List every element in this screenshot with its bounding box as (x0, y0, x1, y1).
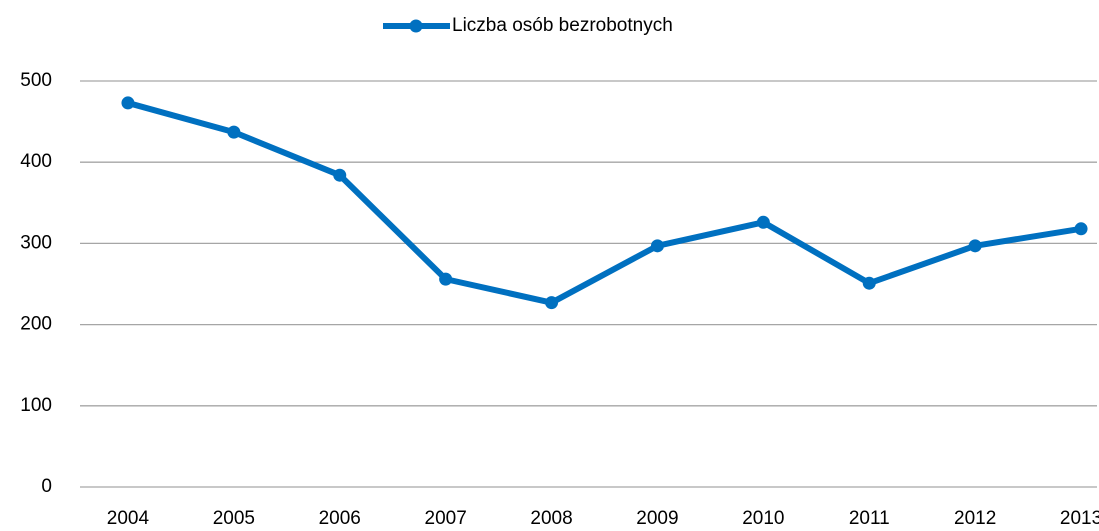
point (333, 168, 347, 182)
x-tick-label: 2011 (849, 508, 890, 529)
y-tick-label: 200 (20, 314, 52, 335)
point (1074, 222, 1088, 236)
legend-label: Liczba osób bezrobotnych (452, 15, 673, 36)
point (756, 215, 770, 229)
y-tick-label: 500 (20, 70, 52, 91)
x-tick-label: 2009 (636, 508, 678, 529)
y-tick-label: 300 (20, 232, 52, 253)
x-tick-label: 2008 (530, 508, 572, 529)
point (862, 276, 876, 290)
x-tick-label: 2006 (319, 508, 361, 529)
point (545, 296, 559, 310)
x-tick-label: 2004 (107, 508, 150, 529)
point (121, 96, 135, 110)
y-tick-label: 400 (20, 151, 52, 172)
y-tick-label: 100 (20, 395, 52, 416)
y-tick-label: 0 (41, 476, 52, 497)
point (650, 239, 664, 253)
point (439, 272, 453, 286)
x-tick-label: 2013 (1060, 508, 1099, 529)
x-tick-label: 2010 (742, 508, 784, 529)
legend-marker (409, 19, 423, 33)
point (968, 239, 982, 253)
x-tick-label: 2007 (425, 508, 467, 529)
point (227, 125, 241, 139)
series-line (127, 100, 1082, 306)
x-tick-label: 2005 (213, 508, 255, 529)
x-tick-label: 2012 (954, 508, 996, 529)
